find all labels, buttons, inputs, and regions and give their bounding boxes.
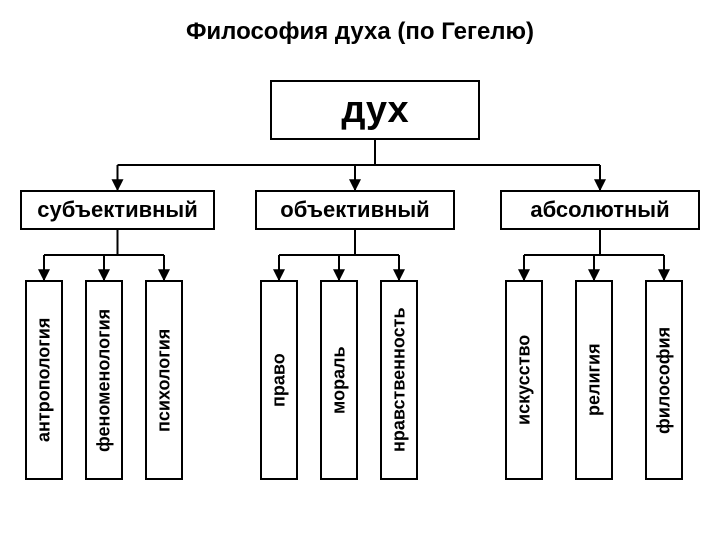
leaf-node: антропология bbox=[25, 280, 63, 480]
level2-node: субъективный bbox=[20, 190, 215, 230]
leaf-node: психология bbox=[145, 280, 183, 480]
leaf-node: мораль bbox=[320, 280, 358, 480]
leaf-node: право bbox=[260, 280, 298, 480]
diagram-title: Философия духа (по Гегелю) bbox=[0, 18, 720, 46]
root-node: дух bbox=[270, 80, 480, 140]
leaf-node: феноменология bbox=[85, 280, 123, 480]
leaf-node: нравственность bbox=[380, 280, 418, 480]
leaf-node: философия bbox=[645, 280, 683, 480]
level2-node: абсолютный bbox=[500, 190, 700, 230]
leaf-node: религия bbox=[575, 280, 613, 480]
leaf-node: искусство bbox=[505, 280, 543, 480]
level2-node: объективный bbox=[255, 190, 455, 230]
